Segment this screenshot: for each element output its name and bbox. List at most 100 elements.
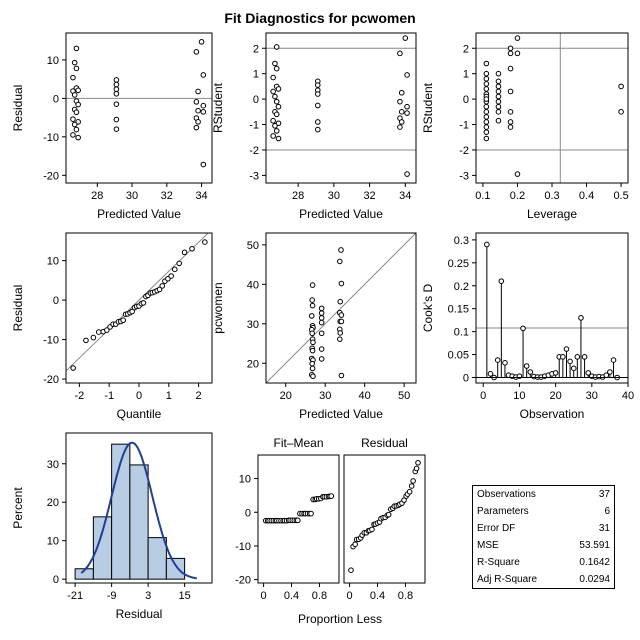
fit-statistics-table: Observations 37 Parameters 6 Error DF 31 MSE 53… xyxy=(472,485,615,589)
data-point xyxy=(618,109,624,115)
data-point xyxy=(310,373,316,380)
x-tick-label: 50 xyxy=(398,390,410,402)
x-tick-label: 0.4 xyxy=(370,590,385,602)
x-tick-label: 0.4 xyxy=(579,190,594,202)
data-point xyxy=(195,119,201,125)
cooks-point xyxy=(527,369,534,375)
plot-frame xyxy=(65,432,213,584)
y-tick-label: -3 xyxy=(459,170,469,182)
chart-obs-vs-pred: 20 30 40 50 20 30 40 50 Predicted Value pcwomen xyxy=(211,232,417,421)
data-point xyxy=(398,109,405,115)
data-point xyxy=(495,88,502,95)
cooks-point xyxy=(567,358,573,365)
x-tick-label: 32 xyxy=(363,190,375,202)
data-point xyxy=(309,347,316,354)
cooks-point xyxy=(552,370,559,376)
y-tick-label: 0.15 xyxy=(448,304,469,316)
data-point xyxy=(70,116,76,122)
y-tick-label: -1 xyxy=(249,120,259,132)
y-tick-label: 30 xyxy=(247,319,259,331)
data-point xyxy=(507,50,514,57)
data-point xyxy=(507,119,514,125)
data-point xyxy=(272,93,278,100)
data-point xyxy=(270,117,276,124)
data-point xyxy=(507,109,514,115)
data-point xyxy=(75,87,81,94)
cooks-point xyxy=(494,357,501,363)
plot-area xyxy=(74,441,197,580)
x-axis-label: Predicted Value xyxy=(299,207,383,221)
plot-area xyxy=(348,459,421,574)
data-point xyxy=(83,337,89,344)
data-point xyxy=(369,526,375,533)
plot-frame xyxy=(265,32,417,184)
plot-frame xyxy=(475,232,629,384)
x-tick-label: -2 xyxy=(75,390,85,402)
data-point xyxy=(483,96,490,102)
x-tick-label: 0 xyxy=(261,590,267,602)
data-point xyxy=(113,126,120,132)
x-tick-label: -1 xyxy=(104,390,114,402)
data-point xyxy=(404,72,410,78)
data-point xyxy=(75,134,81,141)
y-tick-label: 0 xyxy=(53,295,59,307)
x-tick-label: 30 xyxy=(586,390,598,402)
y-tick-label: 20 xyxy=(47,497,59,509)
x-tick-label: 30 xyxy=(319,390,331,402)
data-point xyxy=(483,86,490,92)
normal-density-curve xyxy=(80,441,197,580)
cooks-point xyxy=(502,360,508,366)
data-point xyxy=(181,249,188,256)
data-point xyxy=(113,81,120,88)
x-tick-label: 34 xyxy=(399,190,411,202)
data-point xyxy=(338,280,345,287)
data-point xyxy=(483,81,490,87)
data-point xyxy=(483,129,490,135)
data-point xyxy=(104,327,110,333)
data-point xyxy=(413,465,420,472)
y-tick-label: 0 xyxy=(463,94,469,106)
data-point xyxy=(337,258,343,265)
data-point xyxy=(73,65,80,72)
cooks-point xyxy=(498,278,505,284)
data-point xyxy=(495,109,502,115)
x-axis-label: Residual xyxy=(116,607,163,621)
fit-statistics-row: Error DF 31 xyxy=(473,520,614,537)
fit-statistic-value: 31 xyxy=(598,523,610,534)
y-tick-label: 10 xyxy=(47,256,59,268)
x-axis-label: Predicted Value xyxy=(299,407,383,421)
cooks-point xyxy=(574,354,581,360)
x-tick-label: 0.4 xyxy=(284,590,299,602)
y-axis-label: RStudent xyxy=(211,82,225,133)
cooks-point xyxy=(523,363,530,369)
data-point xyxy=(483,124,490,130)
x-tick-label: -9 xyxy=(107,590,117,602)
data-point xyxy=(171,266,178,273)
x-tick-label: 0.1 xyxy=(475,190,490,202)
y-tick-label: 0.2 xyxy=(454,281,469,293)
data-point xyxy=(398,89,405,96)
data-point xyxy=(483,70,490,77)
data-point xyxy=(397,124,403,130)
data-point xyxy=(318,346,325,352)
data-point xyxy=(348,567,354,574)
data-point xyxy=(495,93,502,100)
y-tick-label: 0 xyxy=(463,372,469,384)
x-tick-label: 20 xyxy=(549,390,561,402)
data-point xyxy=(404,103,410,110)
y-axis-label: Cook's D xyxy=(421,284,435,333)
fit-statistics-row: MSE 53.591 xyxy=(473,537,614,554)
data-point xyxy=(189,245,195,252)
data-point xyxy=(404,110,410,116)
chart-rstudent-vs-leverage: 0.1 0.2 0.3 0.4 0.5 -3 -2 -1 0 1 2 Leverage RStudent xyxy=(421,32,629,221)
data-point xyxy=(483,119,490,125)
x-tick-label: 40 xyxy=(622,390,634,402)
y-tick-label: 1 xyxy=(463,69,469,81)
fit-statistics-row: R-Square 0.1642 xyxy=(473,554,614,571)
data-point xyxy=(195,88,201,95)
data-point xyxy=(314,119,321,125)
reference-line xyxy=(66,233,209,372)
data-point xyxy=(314,102,321,109)
data-point xyxy=(314,91,321,97)
data-point xyxy=(200,161,207,168)
